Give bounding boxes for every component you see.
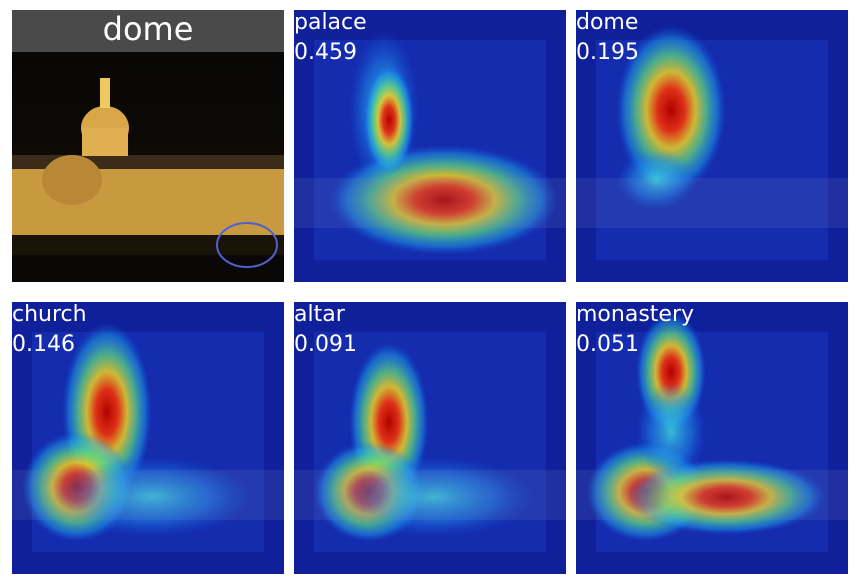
class-score: 0.195 xyxy=(576,40,639,65)
heat-blob xyxy=(334,457,534,537)
image-panel: palace 0.459 xyxy=(294,10,566,282)
class-label: monastery xyxy=(576,302,694,327)
title-bar xyxy=(12,10,284,52)
building-ghost xyxy=(294,178,566,228)
class-score: 0.091 xyxy=(294,332,357,357)
central-pavilion xyxy=(42,155,102,205)
panel-content: altar 0.091 xyxy=(294,302,566,574)
class-label: church xyxy=(12,302,87,327)
building-ghost xyxy=(576,178,848,228)
ground xyxy=(12,255,284,282)
panel-content: palace 0.459 xyxy=(294,10,566,282)
panel-title: dome xyxy=(103,10,194,48)
building-ghost xyxy=(294,470,566,520)
class-score: 0.051 xyxy=(576,332,639,357)
lantern xyxy=(100,78,110,108)
building-ghost xyxy=(12,470,284,520)
class-score: 0.459 xyxy=(294,40,357,65)
class-label: dome xyxy=(576,10,638,35)
trees xyxy=(12,235,284,255)
panel-content: church 0.146 xyxy=(12,302,284,574)
panel-content: dome xyxy=(12,10,284,282)
watermark xyxy=(216,222,278,268)
panel-content: monastery 0.051 xyxy=(576,302,848,574)
heat-blob xyxy=(52,457,252,537)
image-panel: dome xyxy=(12,10,284,282)
heat-blob xyxy=(616,150,696,210)
heat-blob xyxy=(364,65,414,175)
image-panel: dome 0.195 xyxy=(576,10,848,282)
image-panel: church 0.146 xyxy=(12,302,284,574)
building-ghost xyxy=(576,470,848,520)
panel-content: dome 0.195 xyxy=(576,10,848,282)
class-label: altar xyxy=(294,302,346,327)
heat-blob xyxy=(636,382,706,482)
image-panel: monastery 0.051 xyxy=(576,302,848,574)
class-label: palace xyxy=(294,10,367,35)
class-score: 0.146 xyxy=(12,332,75,357)
drum xyxy=(82,128,128,156)
image-panel: altar 0.091 xyxy=(294,302,566,574)
